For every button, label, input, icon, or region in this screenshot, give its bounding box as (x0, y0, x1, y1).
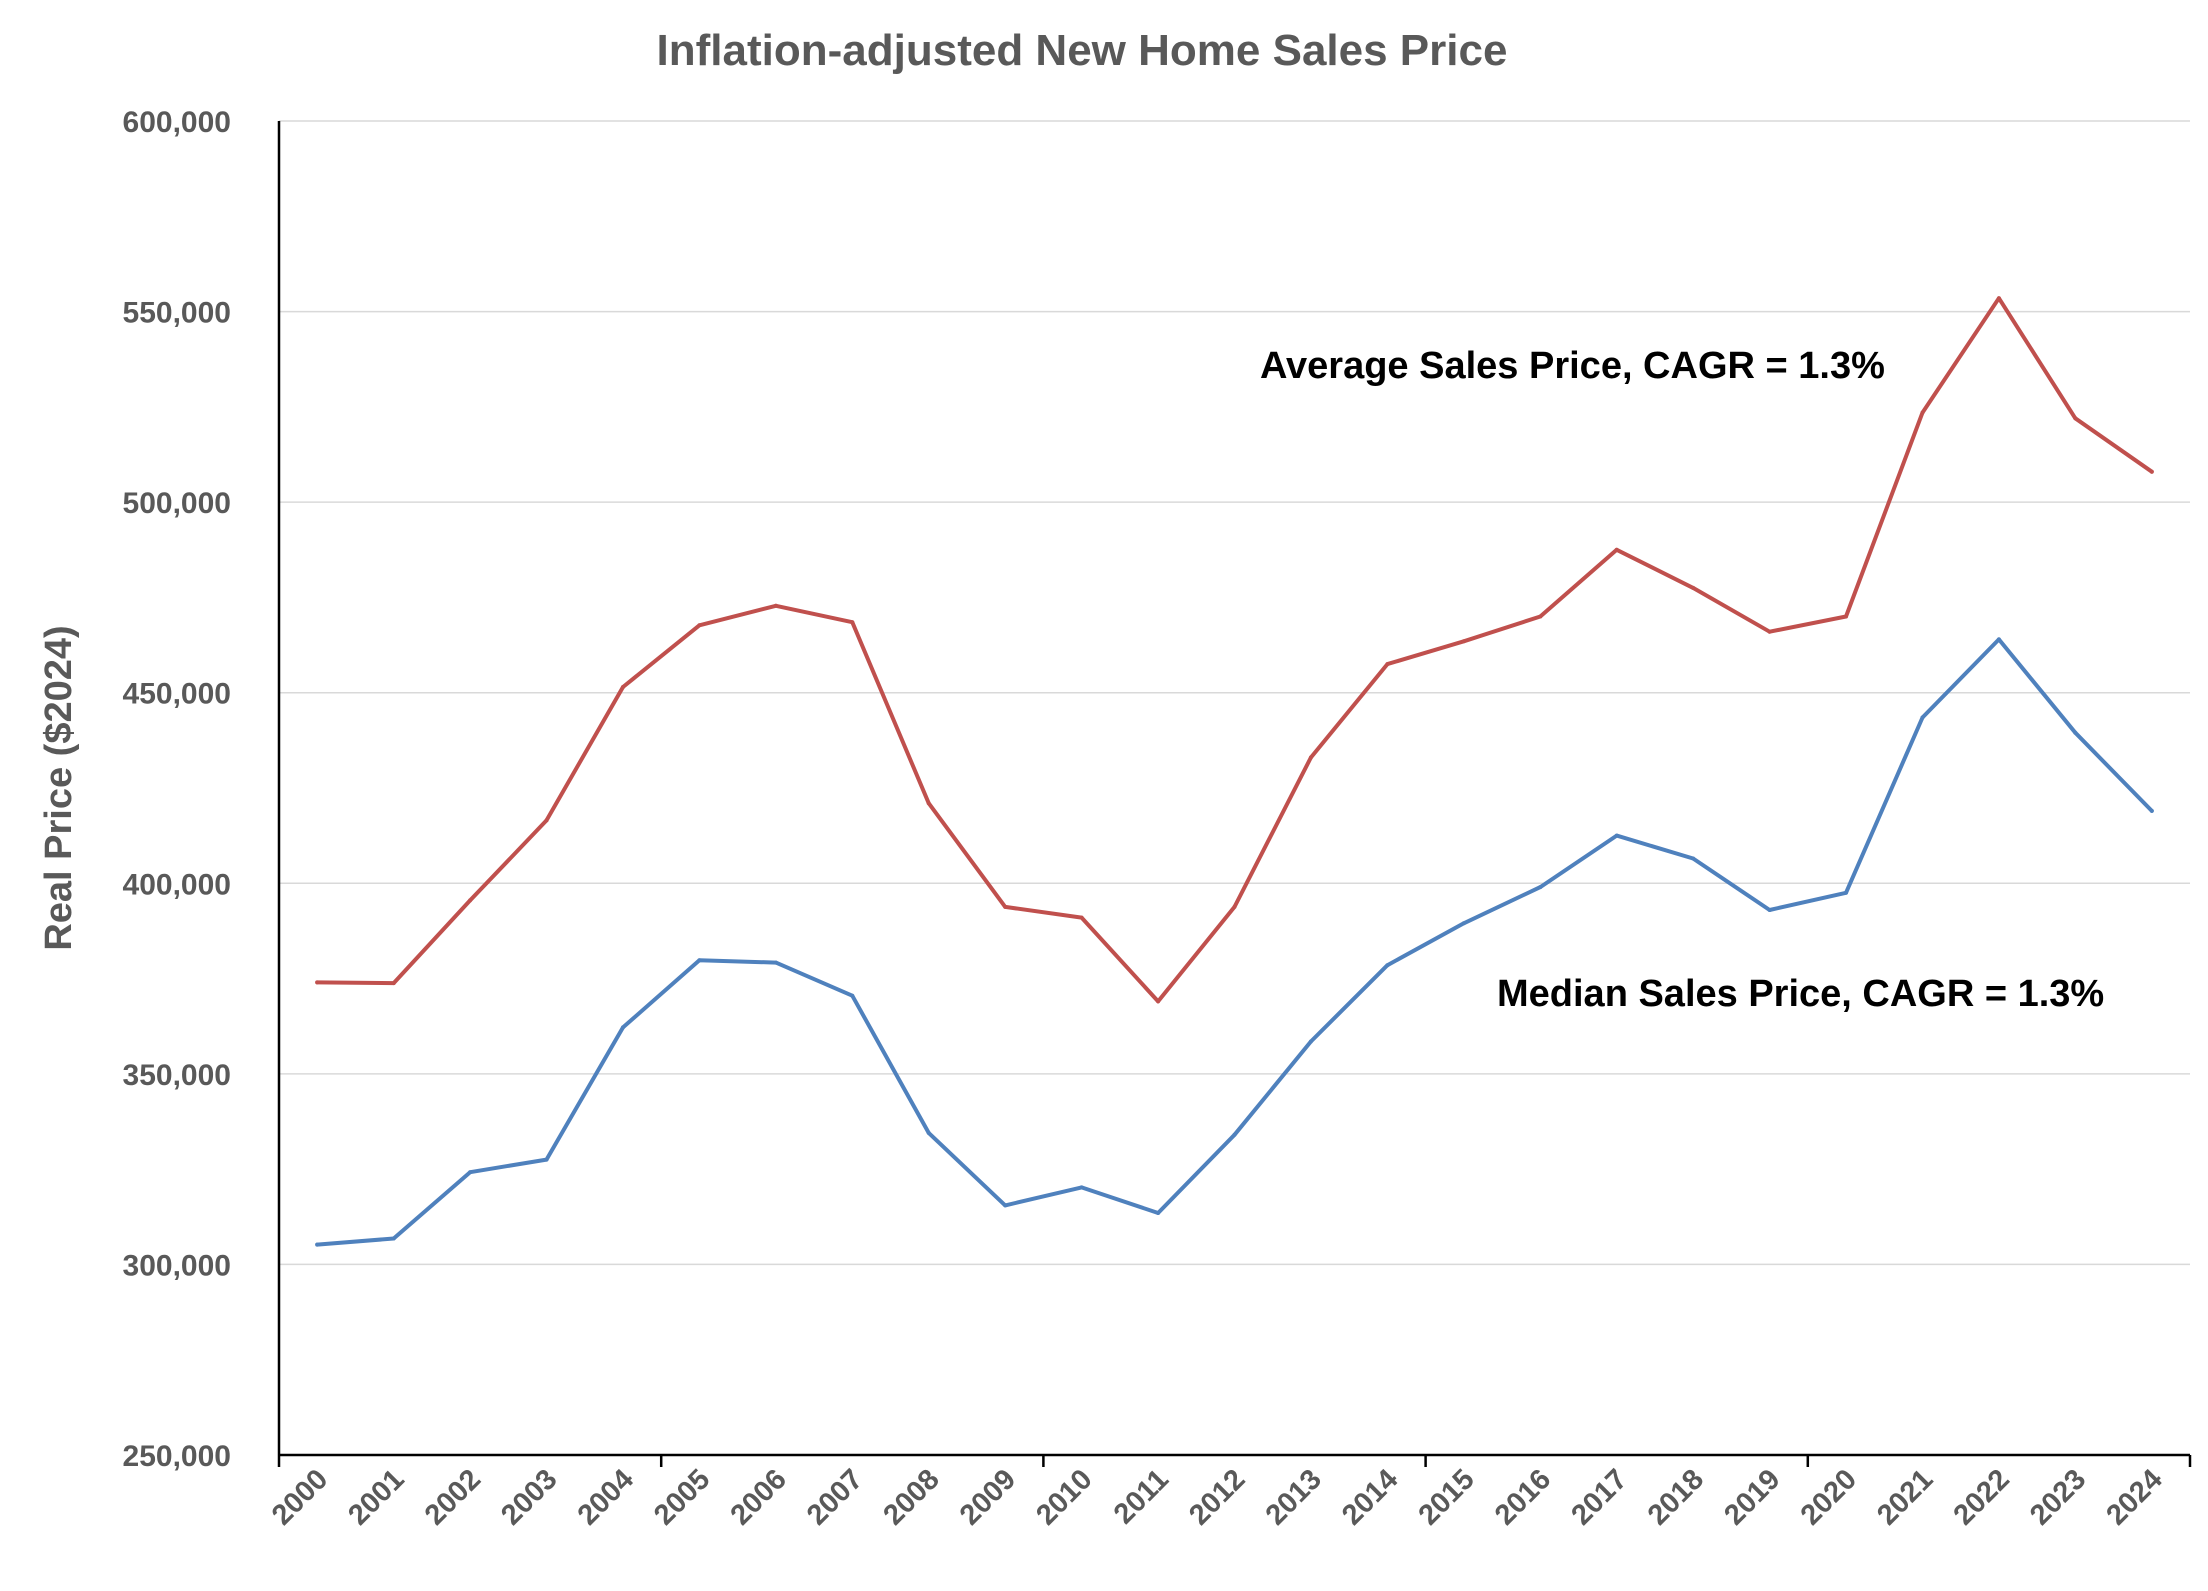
median-sales-price-point (1232, 1132, 1237, 1137)
median-sales-price-point (773, 960, 778, 965)
x-tick-label: 2024 (2100, 1463, 2168, 1531)
median-sales-price-point (468, 1170, 473, 1175)
median-sales-price-point (1003, 1203, 1008, 1208)
average-sales-price-point (1691, 585, 1696, 590)
average-sales-price-point (315, 980, 320, 985)
average-sales-price-point (1538, 614, 1543, 619)
average-sales-price-point (1232, 904, 1237, 909)
median-sales-price-point (1691, 856, 1696, 861)
y-tick-label: 550,000 (123, 297, 231, 330)
x-tick-label: 2019 (1718, 1463, 1786, 1531)
average-sales-price-point (1996, 296, 2001, 301)
y-tick-label: 600,000 (123, 106, 231, 139)
x-tick-label: 2009 (954, 1463, 1022, 1531)
x-tick-label: 2003 (495, 1463, 563, 1531)
average-sales-price-point (2073, 416, 2078, 421)
median-sales-price-point (1385, 963, 1390, 968)
x-tick-label: 2012 (1183, 1463, 1251, 1531)
y-tick-label: 350,000 (123, 1059, 231, 1092)
average-sales-price-point (1308, 755, 1313, 760)
average-sales-price-point (391, 981, 396, 986)
x-tick-label: 2002 (419, 1463, 487, 1531)
y-tick-label: 250,000 (123, 1440, 231, 1473)
y-tick-label: 500,000 (123, 487, 231, 520)
x-tick-label: 2010 (1030, 1463, 1098, 1531)
x-tick-label: 2011 (1108, 1463, 1175, 1530)
average-sales-price-point (1461, 639, 1466, 644)
average-sales-price-point (2149, 469, 2154, 474)
average-sales-price-point (1920, 410, 1925, 415)
median-series-annotation: Median Sales Price, CAGR = 1.3% (1497, 973, 2104, 1015)
x-tick-label: 2017 (1565, 1463, 1633, 1531)
average-sales-price-point (1385, 662, 1390, 667)
average-sales-price-point (1767, 629, 1772, 634)
average-sales-price-point (1844, 614, 1848, 619)
x-tick-label: 2000 (266, 1463, 334, 1531)
median-sales-price-point (1156, 1211, 1161, 1215)
median-sales-price-point (1996, 637, 2001, 642)
median-sales-price-point (1538, 885, 1543, 890)
x-tick-label: 2015 (1413, 1463, 1481, 1531)
x-tick-label: 2006 (725, 1463, 793, 1531)
median-sales-price-point (315, 1242, 320, 1247)
average-sales-price-point (468, 898, 473, 903)
y-axis-label: Real Price ($2024) (38, 625, 80, 950)
median-sales-price-point (1920, 715, 1925, 720)
y-tick-label: 300,000 (123, 1249, 231, 1282)
median-sales-price-point (1308, 1039, 1313, 1044)
gridlines (279, 120, 2190, 1266)
average-sales-price-point (773, 603, 778, 608)
median-sales-price-line (315, 637, 2154, 1247)
y-tick-label: 450,000 (123, 678, 231, 711)
median-sales-price-point (2073, 730, 2078, 735)
x-tick-label: 2018 (1642, 1463, 1710, 1531)
x-tick-label: 2022 (1948, 1463, 2016, 1531)
x-tick-label: 2020 (1795, 1463, 1863, 1531)
median-sales-price-point (1079, 1185, 1084, 1190)
average-sales-price-point (1614, 547, 1619, 552)
average-sales-price-point (544, 818, 549, 823)
x-tick-label: 2023 (2024, 1463, 2092, 1531)
median-sales-price-point (1614, 833, 1619, 838)
x-tick-label: 2008 (877, 1463, 945, 1531)
x-tick-label: 2005 (648, 1463, 716, 1531)
median-sales-price-point (850, 993, 855, 998)
chart-title: Inflation-adjusted New Home Sales Price (657, 26, 1508, 75)
median-sales-price-point (2149, 808, 2154, 813)
y-axis-ticks: 250,000 300,000 350,000 400,000 450,000 500,0… (123, 106, 231, 1473)
average-sales-price-point (1079, 915, 1084, 920)
median-sales-price-point (544, 1157, 549, 1162)
median-sales-price-point (1461, 921, 1466, 926)
x-tick-label: 2013 (1260, 1463, 1328, 1531)
average-sales-price-point (621, 685, 625, 689)
x-tick-label: 2021 (1871, 1463, 1939, 1531)
average-sales-price-point (1003, 904, 1008, 909)
series-lines (315, 296, 2154, 1247)
x-tick-label: 2004 (572, 1463, 640, 1531)
median-sales-price-point (1767, 908, 1772, 912)
average-sales-price-point (1156, 999, 1161, 1004)
median-sales-price-point (697, 958, 702, 963)
x-tick-label: 2016 (1489, 1463, 1557, 1531)
average-sales-price-point (850, 620, 855, 625)
average-sales-price-point (926, 801, 931, 806)
average-sales-price-line (315, 296, 2154, 1004)
x-tick-label: 2014 (1336, 1463, 1404, 1531)
median-sales-price-point (1844, 890, 1848, 895)
median-sales-price-point (621, 1025, 625, 1030)
median-sales-price-point (391, 1236, 396, 1241)
x-tick-label: 2007 (801, 1463, 869, 1531)
y-tick-label: 400,000 (123, 868, 231, 901)
median-sales-price-point (926, 1130, 931, 1135)
average-sales-price-point (697, 623, 702, 628)
average-series-annotation: Average Sales Price, CAGR = 1.3% (1260, 345, 1885, 387)
x-tick-label: 2001 (342, 1463, 410, 1531)
x-axis-ticks: 2000 2001 2002 2003 2004 2005 2006 2007 2008 2009… (266, 1455, 2192, 1532)
